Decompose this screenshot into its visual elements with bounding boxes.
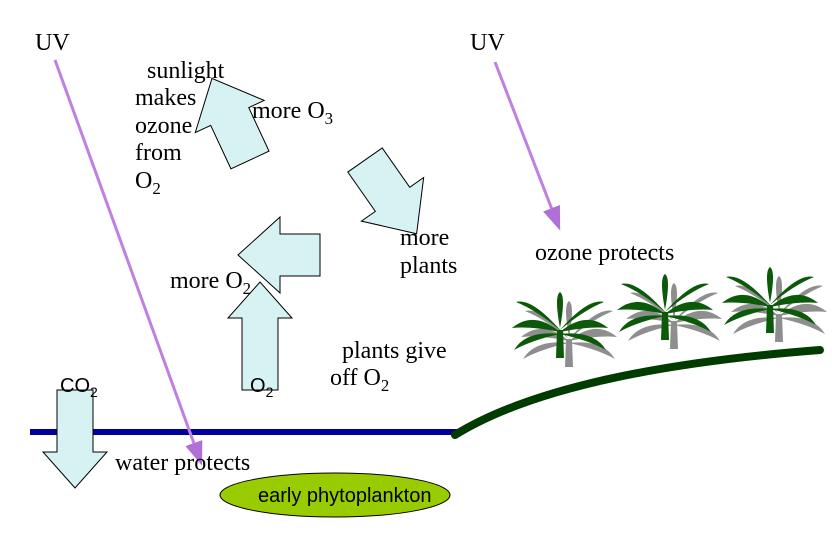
uv-label-right: UV — [470, 30, 505, 58]
palm-icon — [512, 292, 617, 367]
ozone-protects-label: ozone protects — [535, 240, 674, 268]
diagram-stage: UV UV sunlight makes ozone from O2 more … — [0, 0, 832, 545]
phytoplankton-label: early phytoplankton — [258, 485, 431, 508]
more-plants-label: more plants — [400, 225, 457, 280]
palms-group — [512, 267, 827, 367]
palm-icon — [617, 274, 722, 349]
sunlight-note-label: sunlight makes ozone from O2 — [135, 30, 224, 198]
palm-icon — [722, 267, 827, 342]
cycle-arrow-o2_up — [228, 282, 292, 390]
o2-label: O2 — [250, 375, 273, 400]
plants-give-label: plants give off O2 — [330, 310, 447, 395]
more-o2-label: more O2 — [158, 240, 251, 298]
co2-label: CO2 — [60, 375, 98, 400]
land-curve — [455, 350, 820, 435]
cycle-arrow-co2_down — [43, 390, 107, 488]
uv-arrow-right — [495, 62, 558, 225]
uv-label-left: UV — [35, 30, 70, 58]
more-o3-label: more O3 — [240, 70, 333, 128]
water-protects-label: water protects — [115, 450, 250, 478]
